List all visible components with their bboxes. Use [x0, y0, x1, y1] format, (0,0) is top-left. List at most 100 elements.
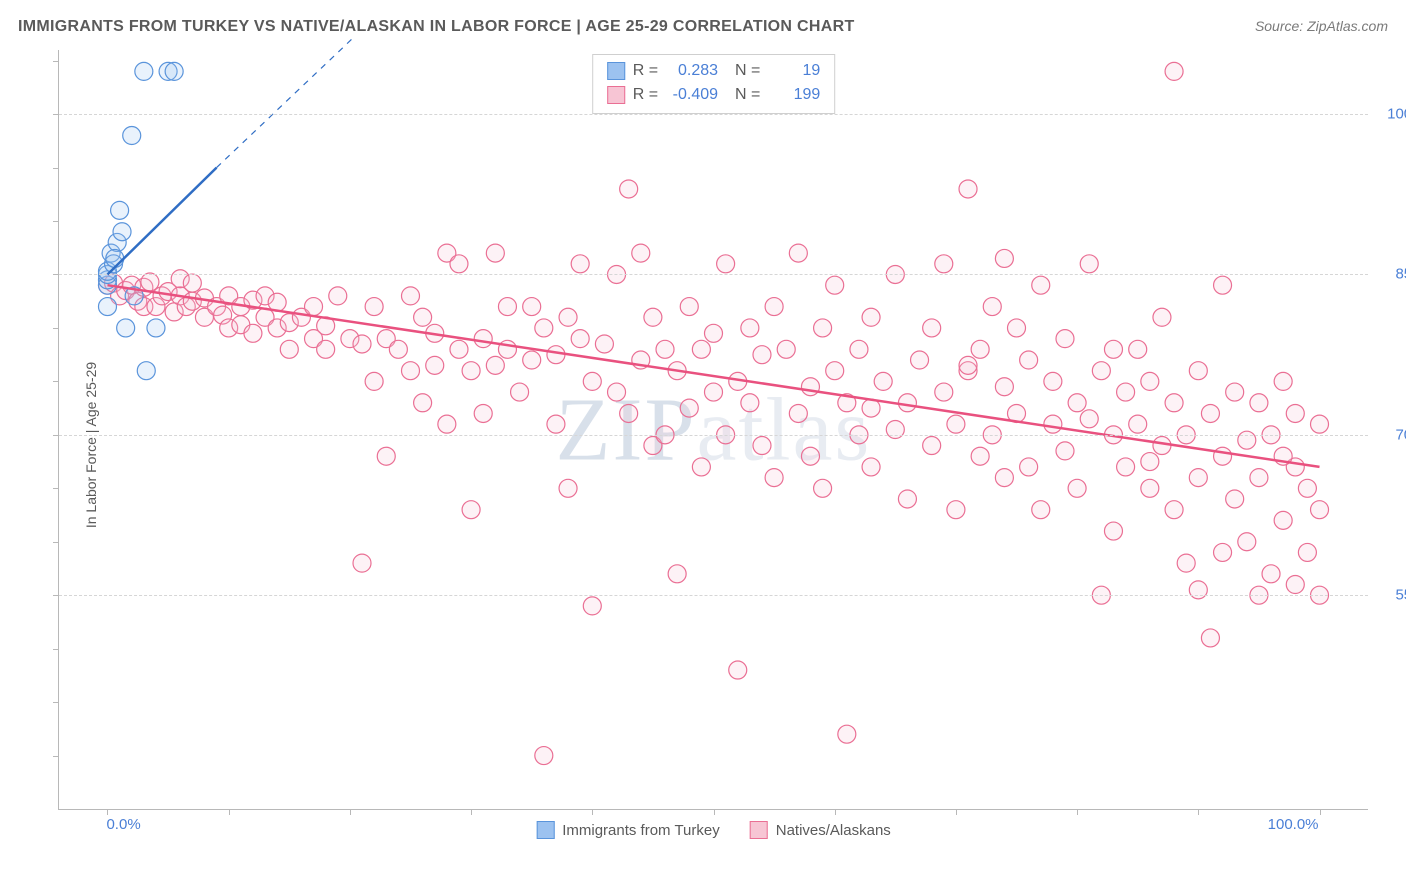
x-tick-label: 100.0%: [1268, 816, 1319, 833]
data-point: [583, 372, 601, 390]
data-point: [971, 340, 989, 358]
data-point: [450, 340, 468, 358]
y-tick: [53, 488, 59, 489]
data-point: [511, 383, 529, 401]
x-tick: [107, 809, 108, 815]
y-tick-label: 55.0%: [1378, 587, 1406, 604]
data-point: [923, 437, 941, 455]
chart-container: In Labor Force | Age 25-29 ZIPatlas R = …: [18, 50, 1388, 840]
data-point: [547, 415, 565, 433]
data-point: [1044, 372, 1062, 390]
gridline: [59, 435, 1368, 436]
y-tick: [53, 61, 59, 62]
data-point: [1020, 351, 1038, 369]
data-point: [1141, 372, 1159, 390]
data-point: [98, 298, 116, 316]
data-point: [113, 223, 131, 241]
data-point: [826, 362, 844, 380]
data-point: [935, 255, 953, 273]
x-tick: [835, 809, 836, 815]
data-point: [765, 298, 783, 316]
data-point: [1214, 543, 1232, 561]
data-point: [535, 319, 553, 337]
r-value-turkey: 0.283: [666, 59, 718, 83]
data-point: [729, 661, 747, 679]
data-point: [1201, 404, 1219, 422]
data-point: [680, 399, 698, 417]
data-point: [765, 469, 783, 487]
data-point: [401, 362, 419, 380]
data-point: [547, 346, 565, 364]
data-point: [1286, 576, 1304, 594]
data-point: [1238, 533, 1256, 551]
data-point: [389, 340, 407, 358]
data-point: [1262, 565, 1280, 583]
data-point: [595, 335, 613, 353]
data-point: [995, 249, 1013, 267]
y-tick: [53, 702, 59, 703]
legend-stats: R = 0.283 N = 19 R = -0.409 N = 199: [592, 54, 836, 114]
data-point: [947, 501, 965, 519]
x-tick: [1077, 809, 1078, 815]
data-point: [1141, 479, 1159, 497]
y-tick-label: 100.0%: [1378, 106, 1406, 123]
x-tick-label: 0.0%: [106, 816, 140, 833]
data-point: [414, 308, 432, 326]
data-point: [741, 394, 759, 412]
data-point: [995, 469, 1013, 487]
y-tick-label: 85.0%: [1378, 266, 1406, 283]
y-tick: [53, 435, 59, 436]
y-tick: [53, 114, 59, 115]
data-point: [353, 335, 371, 353]
data-point: [862, 308, 880, 326]
data-point: [826, 276, 844, 294]
data-point: [535, 747, 553, 765]
data-point: [1092, 362, 1110, 380]
data-point: [1274, 511, 1292, 529]
data-point: [983, 298, 1001, 316]
data-point: [814, 479, 832, 497]
data-point: [1153, 437, 1171, 455]
data-point: [1153, 308, 1171, 326]
data-point: [1189, 362, 1207, 380]
data-point: [1044, 415, 1062, 433]
data-point: [1080, 410, 1098, 428]
data-point: [559, 479, 577, 497]
data-point: [789, 404, 807, 422]
gridline: [59, 595, 1368, 596]
data-point: [923, 319, 941, 337]
x-tick: [1320, 809, 1321, 815]
data-point: [280, 340, 298, 358]
y-tick: [53, 595, 59, 596]
data-point: [1177, 554, 1195, 572]
data-point: [874, 372, 892, 390]
data-point: [1274, 372, 1292, 390]
data-point: [244, 324, 262, 342]
data-point: [1117, 458, 1135, 476]
data-point: [814, 319, 832, 337]
data-point: [438, 415, 456, 433]
data-point: [753, 346, 771, 364]
data-point: [692, 340, 710, 358]
data-point: [1032, 276, 1050, 294]
data-point: [692, 458, 710, 476]
data-point: [474, 404, 492, 422]
data-point: [1056, 442, 1074, 460]
data-point: [1214, 276, 1232, 294]
x-tick: [229, 809, 230, 815]
data-point: [1189, 469, 1207, 487]
data-point: [450, 255, 468, 273]
data-point: [620, 180, 638, 198]
chart-title: IMMIGRANTS FROM TURKEY VS NATIVE/ALASKAN…: [18, 18, 855, 35]
data-point: [559, 308, 577, 326]
y-tick-label: 70.0%: [1378, 426, 1406, 443]
y-tick: [53, 168, 59, 169]
data-point: [165, 62, 183, 80]
data-point: [117, 319, 135, 337]
data-point: [741, 319, 759, 337]
data-point: [1214, 447, 1232, 465]
data-point: [1104, 522, 1122, 540]
data-point: [1129, 340, 1147, 358]
data-point: [462, 362, 480, 380]
plot-area: ZIPatlas R = 0.283 N = 19 R = -0.409 N =…: [58, 50, 1368, 810]
